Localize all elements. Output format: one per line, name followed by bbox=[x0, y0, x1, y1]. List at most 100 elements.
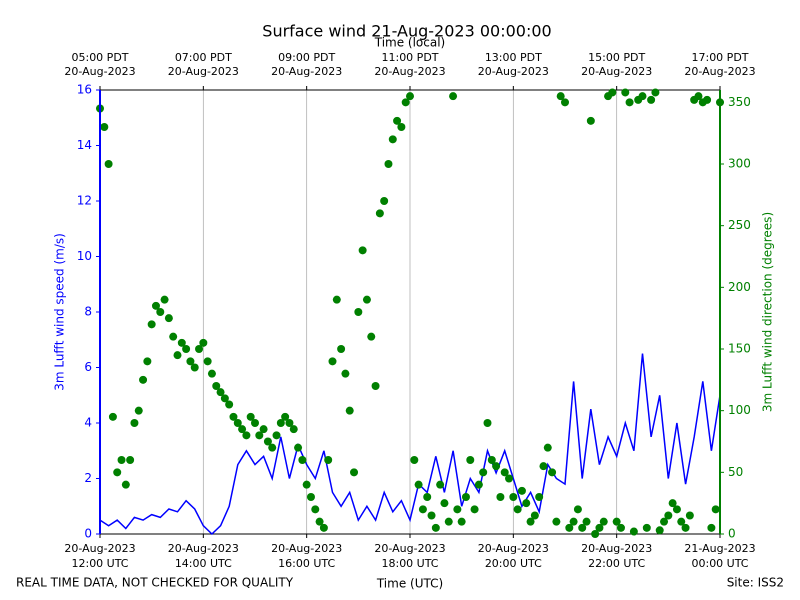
wind-direction-point bbox=[121, 480, 130, 489]
x2-tick-label-line: 20-Aug-2023 bbox=[271, 65, 342, 78]
wind-direction-point bbox=[672, 505, 681, 514]
footer-site: Site: ISS2 bbox=[727, 576, 784, 590]
wind-direction-point bbox=[492, 462, 501, 471]
wind-direction-point bbox=[406, 92, 414, 101]
x-tick-label-line: 22:00 UTC bbox=[588, 557, 645, 570]
y2-tick-label: 50 bbox=[728, 465, 743, 479]
wind-direction-point bbox=[427, 511, 436, 520]
wind-direction-point bbox=[595, 523, 604, 532]
x-tick-label-line: 20-Aug-2023 bbox=[168, 542, 239, 555]
wind-direction-point bbox=[629, 527, 638, 536]
x2-tick-label-line: 20-Aug-2023 bbox=[64, 65, 135, 78]
wind-direction-point bbox=[294, 443, 303, 452]
chart-title: Surface wind 21-Aug-2023 00:00:00 bbox=[262, 22, 551, 41]
wind-direction-point bbox=[186, 357, 195, 366]
wind-direction-point bbox=[306, 493, 315, 501]
wind-direction-point bbox=[285, 419, 294, 427]
wind-direction-point bbox=[449, 92, 458, 101]
wind-direction-point bbox=[616, 523, 625, 532]
x-tick-label: 20-Aug-2023 20:00 UTC bbox=[478, 542, 549, 570]
wind-direction-point bbox=[591, 530, 600, 538]
y2-tick-label: 150 bbox=[728, 342, 751, 356]
wind-direction-point bbox=[371, 382, 380, 390]
x-tick-label: 20-Aug-2023 16:00 UTC bbox=[271, 542, 342, 570]
x2-tick-label-line: 05:00 PDT bbox=[71, 51, 128, 64]
y2-tick-label: 200 bbox=[728, 280, 751, 294]
wind-direction-point bbox=[199, 338, 208, 347]
wind-direction-point bbox=[517, 486, 526, 495]
wind-direction-point bbox=[474, 480, 483, 489]
y-tick-label: 10 bbox=[77, 249, 92, 263]
wind-direction-point bbox=[487, 456, 496, 464]
wind-direction-point bbox=[182, 345, 191, 353]
wind-direction-point bbox=[195, 345, 204, 353]
x2-axis-label: Time (local) bbox=[374, 36, 446, 50]
wind-direction-point bbox=[117, 456, 126, 464]
wind-direction-point bbox=[164, 314, 173, 323]
x-tick-label-line: 20-Aug-2023 bbox=[581, 542, 652, 555]
x2-tick-label-line: 20-Aug-2023 bbox=[478, 65, 549, 78]
wind-direction-point bbox=[362, 295, 371, 304]
wind-direction-point bbox=[319, 523, 328, 532]
x-tick-label-line: 20-Aug-2023 bbox=[374, 542, 445, 555]
wind-direction-point bbox=[612, 517, 621, 526]
x2-tick-label: 15:00 PDT 20-Aug-2023 bbox=[581, 51, 652, 78]
wind-direction-point bbox=[156, 308, 165, 316]
y2-tick-label: 300 bbox=[728, 157, 751, 171]
x2-tick-label: 17:00 PDT 20-Aug-2023 bbox=[684, 51, 755, 78]
wind-direction-point bbox=[505, 474, 514, 483]
x2-tick-label-line: 20-Aug-2023 bbox=[168, 65, 239, 78]
wind-direction-point bbox=[380, 197, 389, 205]
wind-direction-point bbox=[375, 209, 384, 218]
y-tick-label: 0 bbox=[84, 527, 92, 541]
wind-direction-point bbox=[238, 425, 247, 434]
x-tick-label: 20-Aug-2023 22:00 UTC bbox=[581, 542, 652, 570]
wind-direction-point bbox=[694, 92, 703, 101]
wind-direction-point bbox=[354, 308, 363, 316]
wind-direction-point bbox=[509, 493, 518, 501]
y2-axis-label: 3m Lufft wind direction (degrees) bbox=[761, 212, 775, 412]
wind-direction-point bbox=[281, 412, 290, 421]
wind-direction-point bbox=[638, 92, 647, 101]
wind-direction-point bbox=[410, 456, 419, 464]
y-axis-label: 3m Lufft wind speed (m/s) bbox=[53, 233, 67, 391]
x2-tick-label-line: 15:00 PDT bbox=[588, 51, 645, 64]
wind-direction-point bbox=[160, 295, 169, 304]
wind-direction-point bbox=[642, 523, 651, 532]
wind-direction-point bbox=[255, 431, 264, 440]
wind-direction-point bbox=[169, 332, 178, 341]
wind-direction-point bbox=[151, 301, 160, 310]
wind-direction-point bbox=[212, 382, 221, 390]
y2-tick-label: 0 bbox=[728, 527, 736, 541]
wind-direction-point bbox=[573, 505, 582, 514]
wind-direction-point bbox=[388, 135, 397, 144]
y-tick-label: 16 bbox=[77, 83, 92, 97]
x-tick-label-line: 16:00 UTC bbox=[278, 557, 335, 570]
wind-direction-point bbox=[367, 332, 376, 341]
wind-direction-point bbox=[207, 369, 216, 378]
y-tick-label: 8 bbox=[84, 305, 92, 319]
wind-direction-point bbox=[251, 419, 259, 427]
wind-direction-point bbox=[660, 517, 669, 526]
x-axis-label: Time (UTC) bbox=[376, 577, 443, 591]
wind-direction-point bbox=[225, 400, 234, 409]
y-tick-label: 2 bbox=[84, 471, 92, 485]
wind-direction-point bbox=[177, 338, 186, 347]
wind-direction-point bbox=[543, 443, 552, 452]
y-tick-label: 6 bbox=[84, 360, 92, 374]
wind-direction-point bbox=[229, 412, 238, 421]
wind-direction-point bbox=[621, 88, 630, 97]
y2-tick-label: 350 bbox=[728, 95, 751, 109]
wind-direction-point bbox=[302, 480, 311, 489]
x2-tick-label-line: 20-Aug-2023 bbox=[374, 65, 445, 78]
x2-tick-label: 11:00 PDT 20-Aug-2023 bbox=[374, 51, 445, 78]
wind-direction-point bbox=[328, 357, 337, 366]
x-tick-label: 20-Aug-2023 14:00 UTC bbox=[168, 542, 239, 570]
wind-direction-point bbox=[147, 320, 156, 329]
wind-direction-point bbox=[513, 505, 522, 514]
wind-direction-point bbox=[100, 123, 109, 131]
x2-tick-label-line: 20-Aug-2023 bbox=[581, 65, 652, 78]
y2-tick-label: 250 bbox=[728, 218, 751, 232]
wind-direction-point bbox=[599, 517, 608, 526]
wind-direction-point bbox=[703, 95, 712, 104]
